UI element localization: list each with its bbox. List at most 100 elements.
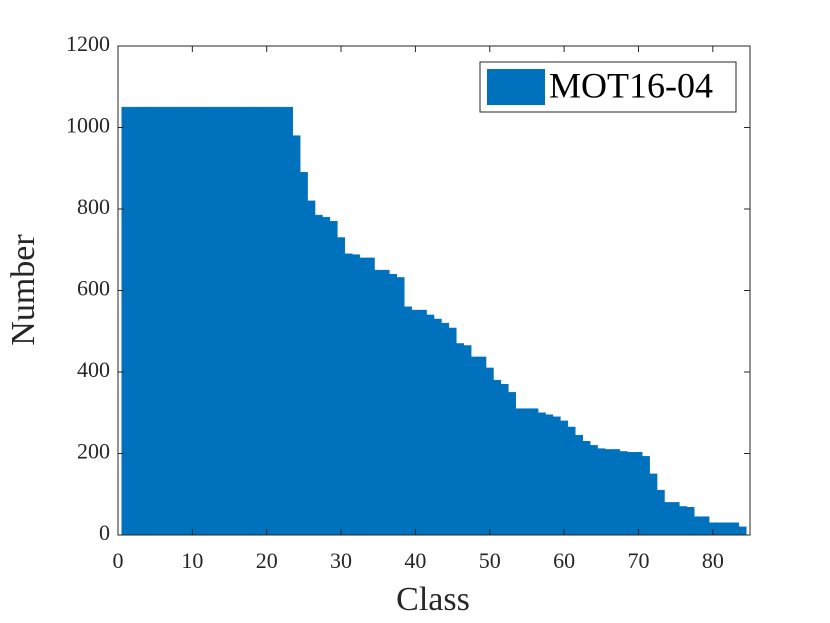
y-tick-label: 1000 [66, 113, 110, 138]
bar [679, 506, 688, 536]
bar [552, 416, 561, 536]
bar [225, 106, 234, 536]
legend: MOT16-04 [479, 61, 737, 113]
bar [292, 135, 301, 536]
bar [731, 522, 740, 536]
legend-label: MOT16-04 [549, 65, 713, 105]
bar [322, 216, 331, 536]
bar [337, 237, 346, 536]
bar [366, 257, 375, 536]
bar [508, 392, 517, 536]
bar [143, 106, 152, 536]
bar [567, 426, 576, 536]
bar [344, 253, 353, 536]
bar [314, 214, 323, 536]
bar [210, 106, 219, 536]
bar [664, 502, 673, 536]
bar [634, 452, 643, 536]
y-tick-label: 800 [77, 194, 110, 219]
bar [151, 106, 160, 536]
bar [255, 106, 264, 536]
bar [693, 516, 702, 536]
bar [649, 473, 658, 536]
bar [716, 522, 725, 536]
bar [396, 277, 405, 536]
bar [456, 343, 464, 536]
bar [604, 449, 613, 536]
bar [589, 445, 598, 536]
legend-swatch [487, 69, 545, 105]
bar [218, 106, 227, 536]
bar [121, 106, 130, 536]
bar [485, 367, 494, 536]
bar [448, 327, 457, 536]
y-axis-label: Number [5, 234, 42, 346]
bar [203, 106, 212, 536]
x-tick-label: 40 [404, 548, 426, 573]
bar [299, 172, 308, 536]
bar [641, 456, 650, 536]
bar [307, 200, 316, 536]
bar [463, 345, 472, 536]
bar [701, 516, 710, 536]
bar [195, 106, 204, 536]
bar [351, 254, 360, 536]
bar [411, 309, 420, 536]
y-tick-label: 200 [77, 439, 110, 464]
bar [530, 408, 539, 536]
bar [232, 106, 241, 536]
bar [671, 502, 680, 536]
bar [612, 449, 621, 536]
bar [656, 489, 665, 536]
bar [627, 452, 636, 536]
bar [188, 106, 197, 536]
bar [582, 441, 591, 536]
bar [404, 306, 412, 536]
bar [537, 412, 546, 536]
bar [136, 106, 145, 536]
bar [575, 434, 583, 536]
bar [374, 269, 383, 536]
bar [285, 106, 293, 536]
y-tick-label: 600 [77, 276, 110, 301]
bar [359, 257, 368, 536]
bar [500, 383, 509, 536]
x-tick-label: 80 [702, 548, 724, 573]
bar [545, 414, 554, 536]
bar [128, 106, 137, 536]
bar [522, 408, 531, 536]
y-tick-label: 0 [99, 520, 110, 545]
bar [515, 408, 524, 536]
bar [560, 420, 569, 536]
bar [329, 220, 338, 536]
x-tick-label: 30 [330, 548, 352, 573]
x-tick-label: 10 [181, 548, 203, 573]
bar [597, 448, 606, 536]
bar [433, 318, 442, 536]
x-tick-label: 70 [627, 548, 649, 573]
bar [240, 106, 249, 536]
bar [470, 356, 479, 536]
bar [738, 526, 747, 536]
bar [270, 106, 279, 536]
x-tick-label: 60 [553, 548, 575, 573]
x-tick-label: 0 [113, 548, 124, 573]
y-tick-label: 1200 [66, 31, 110, 56]
x-tick-label: 20 [256, 548, 278, 573]
bar [426, 314, 435, 536]
bar [277, 106, 286, 536]
bar [262, 106, 271, 536]
bar [478, 356, 487, 536]
x-axis-label: Class [396, 581, 470, 618]
y-tick-label: 400 [77, 357, 110, 382]
bar [493, 379, 502, 536]
bar [180, 106, 189, 536]
bar [619, 451, 628, 536]
bar [389, 273, 398, 536]
bar [381, 269, 390, 536]
bar [173, 106, 182, 536]
x-tick-label: 50 [479, 548, 501, 573]
bar [158, 106, 167, 536]
bar [418, 309, 427, 536]
